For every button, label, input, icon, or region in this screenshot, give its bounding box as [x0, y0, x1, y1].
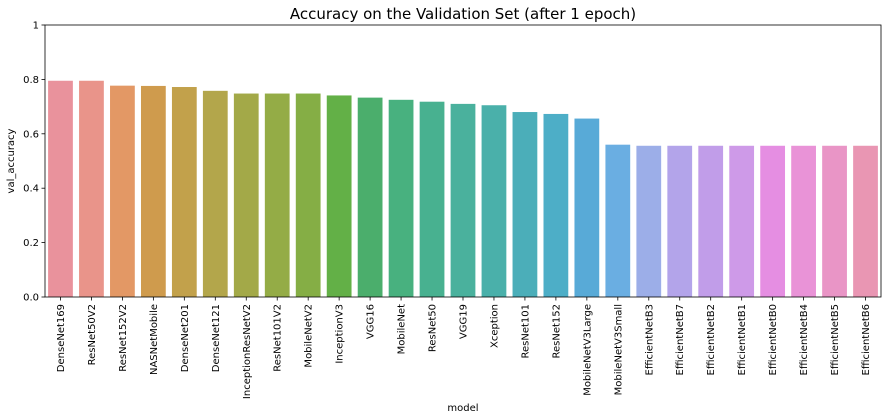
- bar-resnet152: [543, 113, 569, 297]
- y-axis: 0.0 0.2 0.4 0.6 0.8 1: [23, 21, 45, 304]
- y-tick-label: 1: [33, 21, 39, 32]
- x-tick-label: InceptionV3: [335, 304, 346, 364]
- bar-densenet121: [202, 90, 228, 297]
- bar-efficientnetb0: [760, 145, 786, 297]
- x-tick-label: EfficientNetB6: [861, 304, 872, 375]
- y-tick-label: 0.4: [23, 184, 39, 195]
- y-tick-label: 0.6: [23, 129, 39, 140]
- x-tick-label: VGG19: [459, 304, 470, 339]
- bar-mobilenetv3large: [574, 118, 600, 298]
- bar-resnet152v2: [110, 85, 135, 297]
- x-tick-label: DenseNet201: [180, 304, 191, 372]
- bar-efficientnetb1: [729, 145, 755, 297]
- bar-efficientnetb5: [822, 145, 847, 297]
- x-tick-label: MobileNetV3Large: [582, 304, 593, 396]
- x-tick-label: EfficientNetB4: [799, 304, 810, 375]
- bar-resnet101v2: [264, 93, 290, 297]
- x-tick-label: MobileNetV3Small: [613, 304, 624, 395]
- x-tick-label: EfficientNetB0: [768, 304, 779, 375]
- x-tick-label: ResNet101V2: [273, 304, 284, 372]
- x-tick-label: EfficientNetB2: [706, 304, 717, 375]
- bar-resnet101: [512, 112, 538, 297]
- bars-group: [48, 80, 878, 298]
- y-tick-label: 0.8: [23, 75, 39, 86]
- x-tick-label: MobileNet: [397, 304, 408, 354]
- bar-mobilenetv2: [295, 93, 321, 297]
- x-tick-label: Xception: [489, 304, 500, 348]
- bar-vgg19: [450, 103, 476, 297]
- bar-resnet50: [419, 101, 445, 297]
- y-axis-label: val_accuracy: [6, 128, 17, 193]
- x-tick-label: ResNet101: [520, 304, 531, 359]
- x-tick-label: ResNet152V2: [118, 304, 129, 372]
- bar-inceptionresnetv2: [233, 93, 259, 297]
- bar-mobilenet: [388, 99, 414, 297]
- x-tick-label: ResNet50: [428, 304, 439, 352]
- bar-vgg16: [357, 97, 383, 298]
- x-tick-label: EfficientNetB7: [675, 304, 686, 375]
- x-tick-label: InceptionResNetV2: [242, 304, 253, 399]
- x-tick-label: MobileNetV2: [304, 304, 315, 368]
- y-tick-label: 0.2: [23, 238, 39, 249]
- bar-densenet201: [171, 87, 197, 298]
- x-tick-label: DenseNet169: [56, 304, 67, 372]
- x-tick-label: EfficientNetB1: [737, 304, 748, 375]
- bar-resnet50v2: [79, 80, 104, 297]
- bar-xception: [481, 105, 507, 298]
- bar-densenet169: [48, 80, 73, 297]
- x-axis: DenseNet169 ResNet50V2 ResNet152V2 NASNetMo…: [56, 297, 872, 399]
- x-tick-label: DenseNet121: [211, 304, 222, 372]
- y-tick-label: 0.0: [23, 293, 39, 304]
- x-tick-label: VGG16: [366, 304, 377, 339]
- bar-nasnetmobile: [140, 85, 166, 297]
- bar-efficientnetb2: [698, 145, 724, 297]
- bar-inceptionv3: [326, 95, 352, 297]
- chart-title: Accuracy on the Validation Set (after 1 …: [290, 5, 636, 23]
- x-tick-label: EfficientNetB3: [644, 304, 655, 375]
- x-tick-label: EfficientNetB5: [830, 304, 841, 375]
- plot-frame: [44, 24, 882, 298]
- bar-efficientnetb3: [636, 145, 662, 297]
- x-tick-label: ResNet50V2: [87, 304, 98, 365]
- x-tick-label: NASNetMobile: [149, 304, 160, 375]
- x-axis-label: model: [447, 403, 478, 414]
- x-tick-label: ResNet152: [551, 304, 562, 359]
- bar-mobilenetv3small: [605, 144, 631, 297]
- bar-efficientnetb6: [853, 145, 878, 297]
- bar-efficientnetb7: [667, 145, 693, 297]
- bar-efficientnetb4: [791, 145, 816, 297]
